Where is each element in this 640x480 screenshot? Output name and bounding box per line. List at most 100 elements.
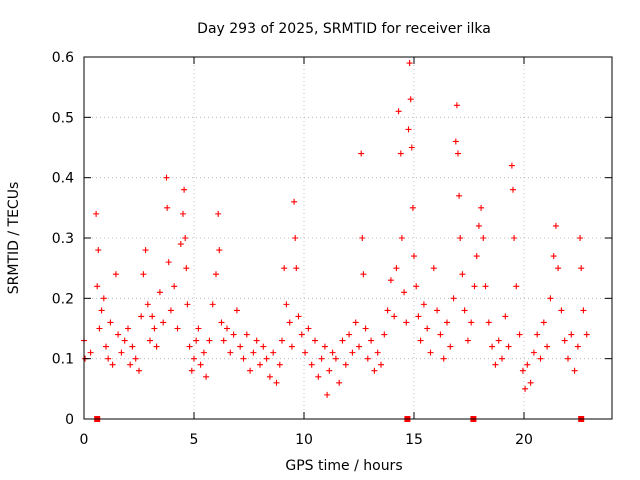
data-point xyxy=(547,295,554,302)
data-point xyxy=(332,355,339,362)
data-point xyxy=(453,102,460,109)
data-point xyxy=(291,198,298,205)
x-tick-label: 15 xyxy=(405,432,423,448)
data-point xyxy=(359,235,366,241)
data-point xyxy=(224,325,230,332)
data-point xyxy=(237,343,244,350)
data-point xyxy=(381,331,388,338)
data-point xyxy=(511,235,518,241)
data-point xyxy=(378,361,384,368)
data-point xyxy=(315,373,322,380)
data-point xyxy=(182,235,189,241)
axis-ticks xyxy=(83,56,612,420)
y-tick-label: 0.4 xyxy=(52,171,74,187)
data-point xyxy=(397,150,404,157)
data-point xyxy=(558,307,565,314)
data-point xyxy=(286,319,293,326)
chart-title: Day 293 of 2025, SRMTID for receiver ilk… xyxy=(197,21,491,37)
data-point xyxy=(580,307,587,314)
data-point xyxy=(281,265,288,272)
data-point xyxy=(480,235,487,241)
data-point xyxy=(181,186,188,193)
data-point xyxy=(336,379,343,386)
data-point xyxy=(100,295,107,302)
data-point xyxy=(218,319,225,326)
data-point xyxy=(174,325,181,332)
x-tick-label: 20 xyxy=(515,432,533,448)
data-point xyxy=(151,325,158,332)
data-point xyxy=(452,138,459,145)
data-point xyxy=(427,349,434,356)
data-point xyxy=(565,355,571,362)
data-point xyxy=(540,319,547,326)
data-point xyxy=(247,367,254,374)
data-point xyxy=(270,349,277,356)
data-point xyxy=(288,343,295,350)
data-point xyxy=(513,283,520,290)
data-point xyxy=(489,343,496,350)
data-point xyxy=(163,174,170,181)
data-point xyxy=(407,96,414,103)
data-point xyxy=(186,343,193,350)
data-point xyxy=(295,313,302,320)
data-point xyxy=(125,325,131,332)
data-point xyxy=(298,331,305,338)
data-point xyxy=(471,283,478,290)
data-point xyxy=(276,361,283,368)
data-point xyxy=(312,337,318,344)
data-point xyxy=(420,301,427,308)
data-point xyxy=(308,361,315,368)
data-point xyxy=(574,343,581,350)
data-point xyxy=(405,126,412,133)
data-point xyxy=(203,373,210,380)
data-point xyxy=(360,271,367,278)
data-point xyxy=(358,150,365,157)
data-point xyxy=(142,247,149,254)
data-point xyxy=(455,150,461,157)
data-point xyxy=(417,337,424,344)
data-point xyxy=(403,319,410,326)
data-point xyxy=(473,253,480,260)
data-point xyxy=(87,349,94,356)
data-point xyxy=(544,343,551,350)
data-point xyxy=(253,337,260,344)
data-point xyxy=(109,361,116,368)
data-point xyxy=(571,367,578,374)
data-point xyxy=(530,349,537,356)
data-point xyxy=(510,186,516,193)
y-tick-label: 0.1 xyxy=(52,352,74,368)
data-point xyxy=(534,331,541,338)
data-point xyxy=(147,337,153,344)
data-point xyxy=(324,391,331,398)
data-point xyxy=(561,337,568,344)
data-point xyxy=(478,204,485,211)
data-point xyxy=(434,307,441,314)
data-point xyxy=(164,204,171,211)
data-point xyxy=(329,349,336,356)
y-tick-label: 0 xyxy=(65,412,74,428)
data-point xyxy=(578,265,585,272)
data-point xyxy=(352,319,359,326)
data-point xyxy=(537,355,544,362)
data-point xyxy=(408,144,415,151)
y-axis-label: SRMTID / TECUs xyxy=(6,182,22,295)
data-point xyxy=(206,337,213,344)
data-point xyxy=(105,355,112,362)
data-point xyxy=(188,367,195,374)
data-point xyxy=(138,313,145,320)
data-point xyxy=(552,222,559,229)
data-point xyxy=(499,355,505,362)
x-axis-label: GPS time / hours xyxy=(285,458,402,474)
data-point xyxy=(519,367,526,374)
y-tick-label: 0.3 xyxy=(52,231,74,247)
data-point xyxy=(160,319,167,326)
y-tick-label: 0.6 xyxy=(52,50,74,66)
data-point xyxy=(459,271,466,278)
data-points xyxy=(81,60,590,398)
data-point xyxy=(468,319,475,326)
data-point xyxy=(464,337,471,344)
data-point xyxy=(136,367,142,374)
data-point xyxy=(444,319,450,326)
data-point xyxy=(362,325,369,332)
